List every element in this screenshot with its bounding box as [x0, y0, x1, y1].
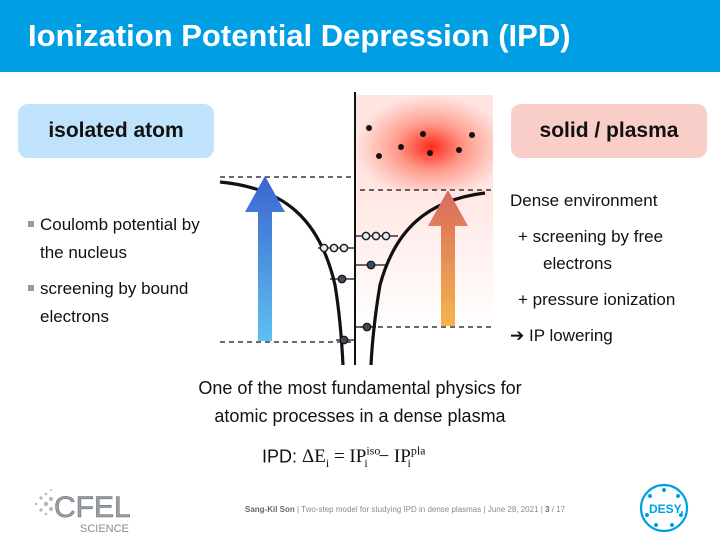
title-bar: Ionization Potential Depression (IPD) [0, 0, 720, 72]
formula-minus: − [378, 446, 390, 468]
reference-lines [220, 176, 493, 343]
center-caption: One of the most fundamental physics for … [140, 374, 580, 430]
formula-ip-iso: IP [349, 446, 367, 468]
free-electron-cloud [355, 95, 493, 190]
bullet-coulomb: Coulomb potential by the nucleus [26, 211, 226, 267]
caption-line2: atomic processes in a dense plasma [214, 406, 506, 426]
footer-date: June 28, 2021 [487, 505, 539, 514]
pressure-ionization-item: + pressure ionization [518, 290, 676, 309]
formula-sub-2: i [364, 456, 368, 471]
cfel-logo: CFEL SCIENCE [34, 489, 131, 535]
formula-delta: ΔE [302, 446, 326, 468]
isolated-ip-arrow [245, 176, 285, 341]
formula-label: IPD: [262, 446, 298, 467]
ip-lowering-item: ➔ IP lowering [510, 326, 613, 345]
formula-sup-pla: pla [410, 444, 426, 458]
footer-page: 3 [545, 505, 550, 514]
desy-wordmark: DESY. [649, 502, 684, 516]
left-bullet-list: Coulomb potential by the nucleus screeni… [26, 211, 226, 339]
ipd-formula: IPD: ΔEi = IPisoi − IPplai [262, 444, 425, 471]
caption-line1: One of the most fundamental physics for [198, 378, 522, 398]
cfel-science: SCIENCE [80, 523, 129, 535]
footer-author: Sang-Kil Son [245, 505, 295, 514]
formula-ip-pla: IP [393, 446, 411, 468]
bullet-screening: screening by bound electrons [26, 275, 226, 331]
formula-equals: = [333, 446, 345, 468]
slide-title: Ionization Potential Depression (IPD) [28, 18, 571, 53]
footer-total: / 17 [551, 505, 566, 514]
isolated-atom-label: isolated atom [18, 104, 214, 158]
screening-free-line2: electrons [543, 254, 612, 273]
plasma-ip-arrow [428, 190, 468, 326]
desy-network-icon [645, 488, 683, 527]
solid-plasma-label: solid / plasma [511, 104, 707, 158]
bound-electrons-filled [337, 260, 376, 345]
right-text-list: Dense environment + screening by free el… [510, 187, 716, 358]
formula-sub-1: i [325, 456, 330, 471]
bound-electrons-hollow [319, 231, 391, 253]
screening-free-item: + screening by free electrons [510, 223, 716, 277]
dense-environment-heading: Dense environment [510, 191, 658, 210]
free-electrons [366, 125, 475, 159]
cfel-wordmark: CFEL [54, 491, 131, 524]
formula-sub-3: i [407, 456, 411, 471]
footer: Sang-Kil Son | Two-step model for studyi… [245, 505, 566, 514]
desy-logo: DESY. [639, 483, 689, 533]
cfel-dots-icon [34, 489, 53, 516]
formula-math: ΔEi = IPisoi − IPplai [302, 444, 425, 471]
screening-free-line1: + screening by free [518, 227, 664, 246]
footer-talk: Two-step model for studying IPD in dense… [301, 505, 482, 514]
potential-diagram [219, 92, 493, 365]
